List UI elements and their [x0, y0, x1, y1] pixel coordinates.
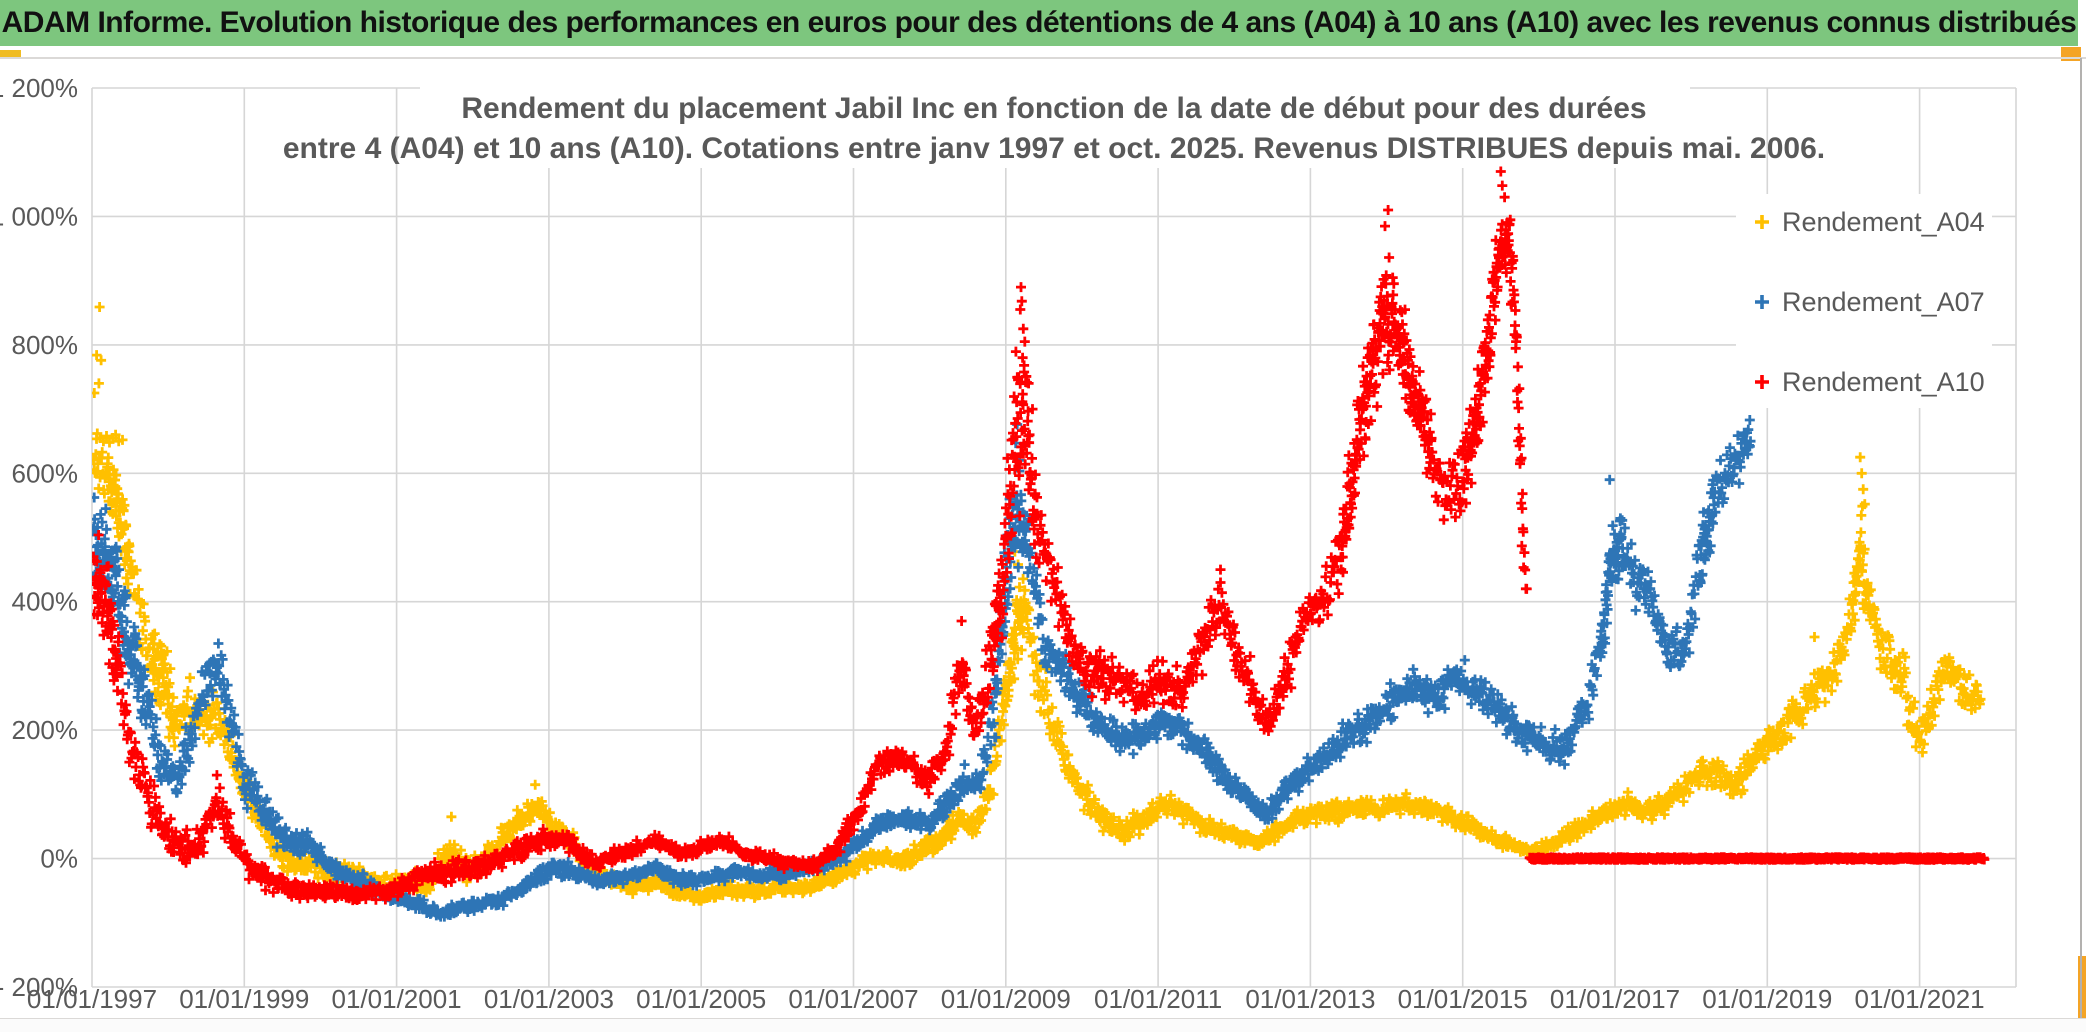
x-axis-label: 01/01/2015: [1398, 984, 1528, 1014]
x-axis-label: 01/01/2019: [1702, 984, 1832, 1014]
chart-legend[interactable]: Rendement_A04 Rendement_A07 Rendement_A10: [1736, 194, 1992, 408]
x-axis-label: 01/01/2003: [484, 984, 614, 1014]
sheet-header-banner: ADAM Informe. Evolution historique des p…: [0, 0, 2078, 46]
x-axis-label: 01/01/1997: [27, 984, 157, 1014]
y-axis-label: 800%: [12, 330, 79, 360]
y-axis-label: 200%: [12, 715, 79, 745]
x-axis-label: 01/01/2011: [1094, 984, 1222, 1014]
window-split-line: [0, 57, 2086, 59]
x-axis-label: 01/01/2021: [1855, 984, 1985, 1014]
selection-handle-top-left[interactable]: [0, 50, 21, 57]
chart-title-background: [420, 68, 1690, 168]
legend-plus-marker-icon: [1755, 295, 1769, 309]
legend-item-rendement_a10[interactable]: Rendement_A10: [1755, 367, 1985, 397]
series-Rendement_A10: [92, 166, 1990, 906]
banner-title: ADAM Informe. Evolution historique des p…: [1, 6, 2077, 39]
axis-tick-labels: 1 200%1 000%800%600%400%200%0%- 200%01/0…: [0, 73, 1985, 1014]
selection-handle-bottom-right[interactable]: [2078, 956, 2086, 1030]
gridlines: [91, 87, 2017, 988]
x-axis-label: 01/01/2001: [332, 984, 462, 1014]
legend-label: Rendement_A10: [1782, 367, 1985, 397]
x-axis-label: 01/01/2007: [788, 984, 918, 1014]
legend-item-rendement_a04[interactable]: Rendement_A04: [1755, 207, 1985, 237]
chart-title-line2: entre 4 (A04) et 10 ans (A10). Cotations…: [283, 132, 1825, 165]
legend-label: Rendement_A07: [1782, 287, 1985, 317]
window-right-edge[interactable]: [2080, 58, 2082, 1032]
legend-item-rendement_a07[interactable]: Rendement_A07: [1755, 287, 1985, 317]
series-Rendement_A04: [92, 302, 1986, 906]
series-Rendement_A07: [92, 415, 1756, 922]
legend-label: Rendement_A04: [1782, 207, 1985, 237]
y-axis-label: - 200%: [0, 972, 78, 1002]
legend-plus-marker-icon: [1755, 215, 1769, 229]
chart-title-line1: Rendement du placement Jabil Inc en fonc…: [461, 92, 1646, 125]
x-axis-label: 01/01/2013: [1245, 984, 1375, 1014]
y-axis-label: 0%: [40, 844, 78, 874]
legend-plus-marker-icon: [1755, 375, 1769, 389]
bottom-divider: [0, 1018, 2086, 1019]
horizontal-scrollbar-track[interactable]: [0, 1019, 2086, 1032]
data-series: [92, 166, 1990, 922]
x-axis-label: 01/01/2017: [1550, 984, 1680, 1014]
x-axis-label: 01/01/1999: [179, 984, 309, 1014]
y-axis-label: 400%: [12, 587, 79, 617]
y-axis-label: 600%: [12, 458, 79, 488]
x-axis-label: 01/01/2009: [941, 984, 1071, 1014]
x-axis-label: 01/01/2005: [636, 984, 766, 1014]
y-axis-label: 1 200%: [0, 73, 78, 103]
y-axis-label: 1 000%: [0, 201, 78, 231]
